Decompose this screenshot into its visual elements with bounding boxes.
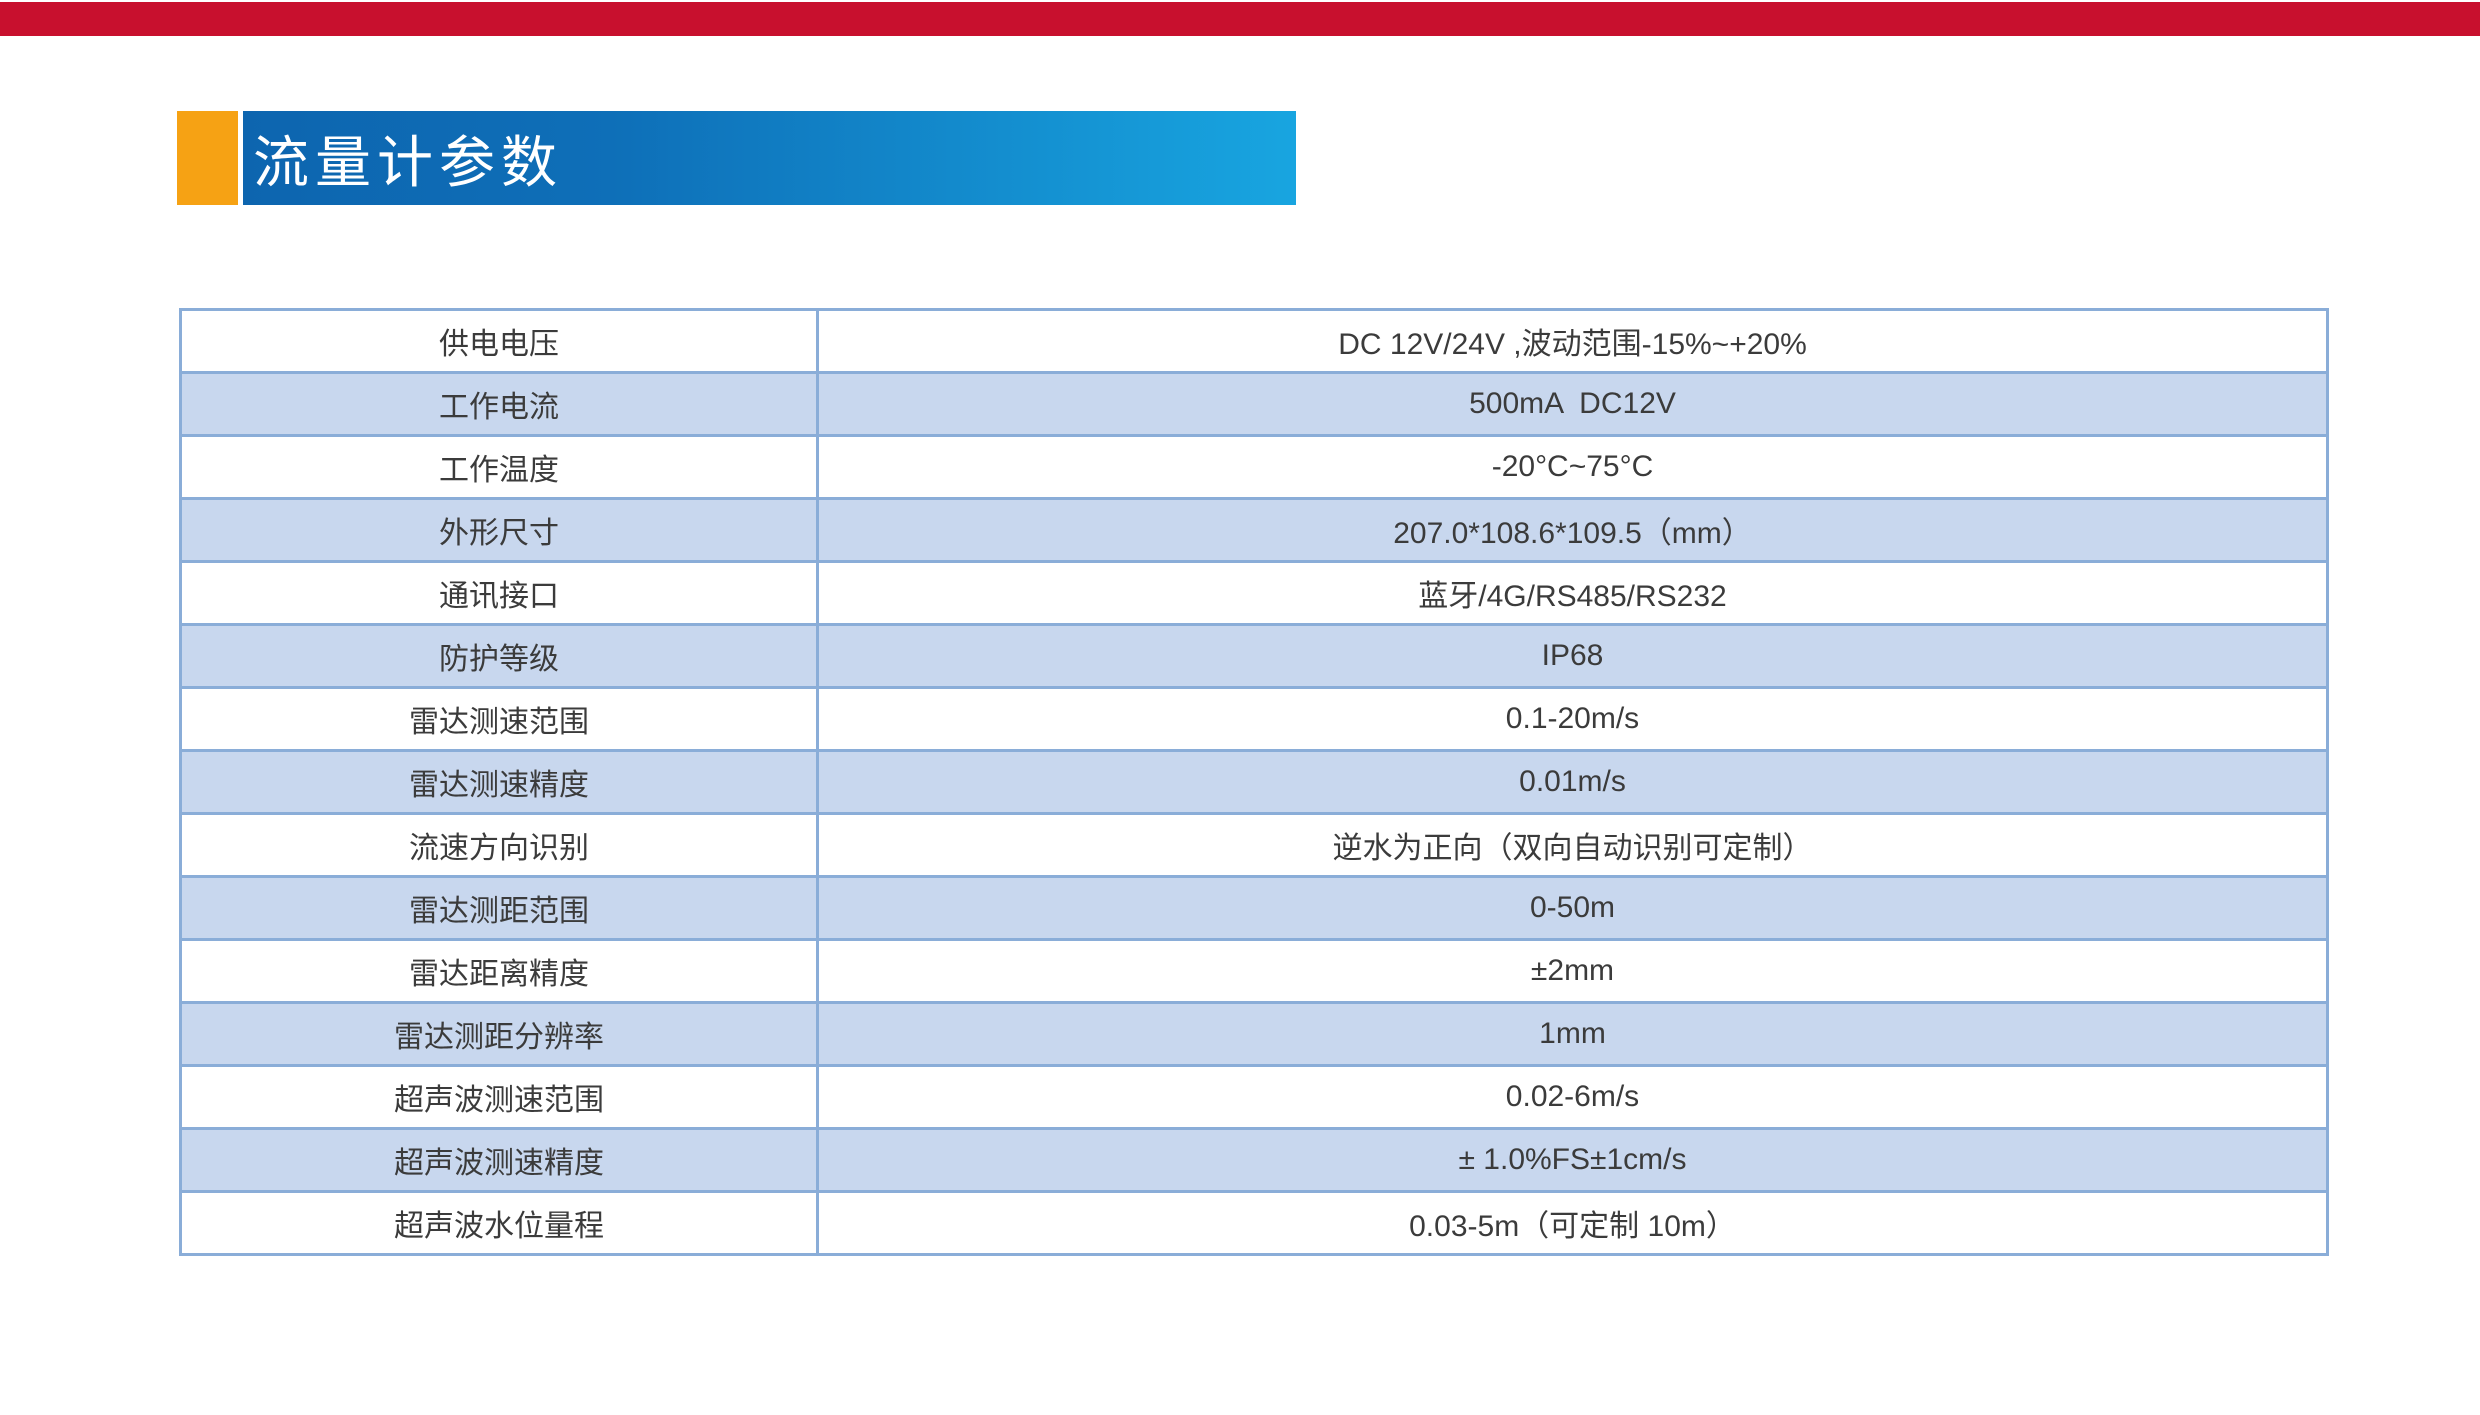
param-label-cell: 超声波水位量程 [179, 1190, 819, 1256]
header-accent-square [177, 111, 238, 205]
table-row: 雷达距离精度 ±2mm [179, 938, 2329, 1004]
section-header-banner: 流量计参数 [177, 111, 1296, 205]
table-row: 雷达测速范围 0.1-20m/s [179, 686, 2329, 752]
param-label-cell: 超声波测速范围 [179, 1064, 819, 1130]
table-row: 超声波测速范围 0.02-6m/s [179, 1064, 2329, 1130]
param-value-cell: 207.0*108.6*109.5（mm） [816, 497, 2329, 563]
param-label-cell: 雷达测距范围 [179, 875, 819, 941]
param-label-cell: 超声波测速精度 [179, 1127, 819, 1193]
param-value-cell: 0-50m [816, 875, 2329, 941]
param-label-cell: 防护等级 [179, 623, 819, 689]
top-red-bar [0, 2, 2480, 36]
page-title: 流量计参数 [253, 130, 563, 194]
table-row: 外形尺寸 207.0*108.6*109.5（mm） [179, 497, 2329, 563]
param-label-cell: 外形尺寸 [179, 497, 819, 563]
header-title-bar: 流量计参数 [243, 111, 1296, 205]
param-value-cell: 0.1-20m/s [816, 686, 2329, 752]
table-row: 超声波测速精度 ± 1.0%FS±1cm/s [179, 1127, 2329, 1193]
param-value-cell: 1mm [816, 1001, 2329, 1067]
table-row: 供电电压 DC 12V/24V ,波动范围-15%~+20% [179, 308, 2329, 374]
table-row: 超声波水位量程 0.03-5m（可定制 10m） [179, 1190, 2329, 1256]
table-row: 雷达测速精度 0.01m/s [179, 749, 2329, 815]
param-label-cell: 工作电流 [179, 371, 819, 437]
param-value-cell: ± 1.0%FS±1cm/s [816, 1127, 2329, 1193]
param-label-cell: 雷达距离精度 [179, 938, 819, 1004]
parameters-table-body: 供电电压 DC 12V/24V ,波动范围-15%~+20% 工作电流 500mA D… [179, 308, 2329, 1256]
table-row: 通讯接口 蓝牙/4G/RS485/RS232 [179, 560, 2329, 626]
param-label-cell: 雷达测距分辨率 [179, 1001, 819, 1067]
param-value-cell: 蓝牙/4G/RS485/RS232 [816, 560, 2329, 626]
param-label-cell: 通讯接口 [179, 560, 819, 626]
param-value-cell: 0.02-6m/s [816, 1064, 2329, 1130]
param-value-cell: IP68 [816, 623, 2329, 689]
table-row: 雷达测距范围 0-50m [179, 875, 2329, 941]
param-value-cell: 0.01m/s [816, 749, 2329, 815]
param-value-cell: DC 12V/24V ,波动范围-15%~+20% [816, 308, 2329, 374]
table-row: 防护等级 IP68 [179, 623, 2329, 689]
param-label-cell: 雷达测速范围 [179, 686, 819, 752]
param-value-cell: -20°C~75°C [816, 434, 2329, 500]
param-label-cell: 供电电压 [179, 308, 819, 374]
param-label-cell: 雷达测速精度 [179, 749, 819, 815]
param-value-cell: 逆水为正向（双向自动识别可定制） [816, 812, 2329, 878]
table-row: 流速方向识别 逆水为正向（双向自动识别可定制） [179, 812, 2329, 878]
table-row: 工作电流 500mA DC12V [179, 371, 2329, 437]
table-row: 雷达测距分辨率 1mm [179, 1001, 2329, 1067]
param-value-cell: 0.03-5m（可定制 10m） [816, 1190, 2329, 1256]
param-value-cell: 500mA DC12V [816, 371, 2329, 437]
param-label-cell: 流速方向识别 [179, 812, 819, 878]
param-value-cell: ±2mm [816, 938, 2329, 1004]
parameters-table: 供电电压 DC 12V/24V ,波动范围-15%~+20% 工作电流 500mA D… [179, 308, 2329, 1256]
table-row: 工作温度 -20°C~75°C [179, 434, 2329, 500]
param-label-cell: 工作温度 [179, 434, 819, 500]
